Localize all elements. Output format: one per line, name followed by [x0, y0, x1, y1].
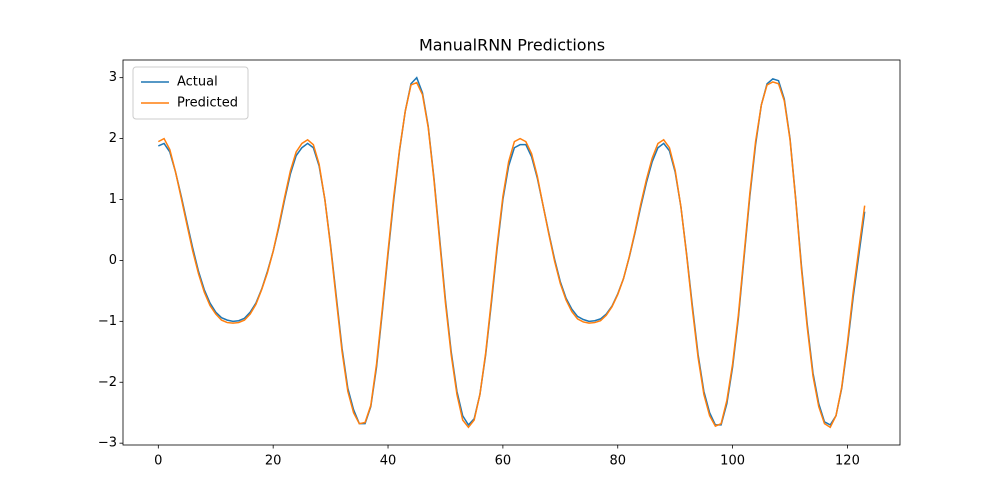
x-tick-label: 120	[835, 454, 860, 469]
x-tick-label: 0	[154, 454, 162, 469]
x-tick-label: 40	[380, 454, 397, 469]
plot-frame	[122, 59, 901, 446]
y-tick-label: 1	[109, 192, 117, 207]
legend-label: Actual	[177, 75, 218, 90]
x-tick-label: 100	[720, 454, 745, 469]
y-tick-label: −2	[98, 375, 117, 390]
legend-box	[132, 66, 249, 120]
x-tick-label: 20	[265, 454, 282, 469]
y-tick-label: −1	[98, 314, 117, 329]
y-tick-label: 2	[109, 131, 117, 146]
x-tick-label: 60	[495, 454, 512, 469]
chart-title: ManualRNN Predictions	[419, 36, 605, 55]
y-tick-label: 3	[109, 70, 117, 85]
legend-label: Predicted	[177, 96, 238, 111]
x-tick-label: 80	[609, 454, 626, 469]
line-series	[157, 81, 866, 429]
y-tick-label: −3	[98, 436, 117, 451]
y-tick-label: 0	[109, 253, 117, 268]
legend: Actual Predicted	[132, 66, 249, 120]
